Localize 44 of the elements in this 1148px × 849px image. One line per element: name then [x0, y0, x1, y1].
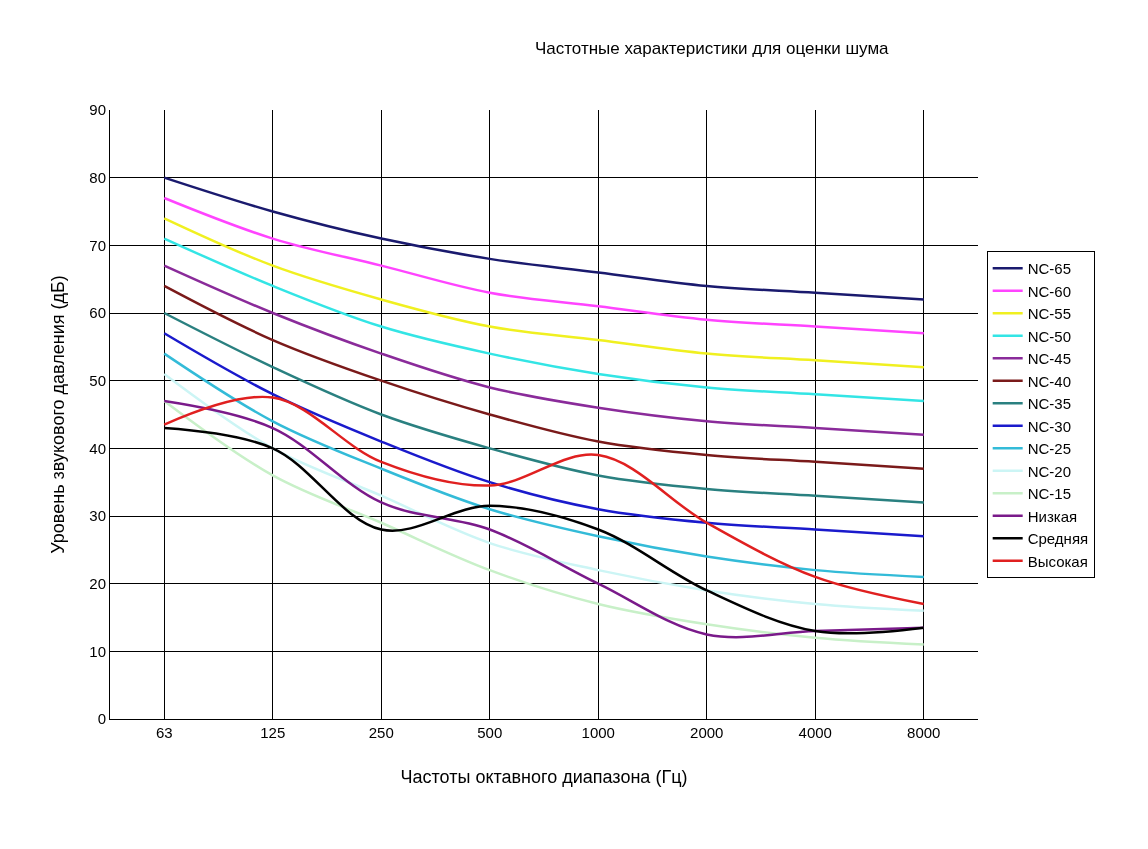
legend-label: NC-65: [1027, 260, 1072, 278]
y-tick-label: 50: [89, 371, 106, 389]
x-tick-label: 125: [260, 724, 286, 741]
x-tick-label: 63: [155, 724, 173, 741]
line-series: [163, 217, 925, 369]
x-axis-title: Частоты октавного диапазона (Гц): [400, 767, 688, 788]
legend-label: NC-30: [1027, 417, 1072, 435]
line-series: [163, 284, 925, 470]
line-series: [163, 264, 925, 437]
legend-label: NC-35: [1027, 395, 1072, 413]
y-tick-label: 80: [89, 168, 106, 186]
legend-label: NC-60: [1027, 282, 1072, 300]
y-tick-label: 10: [89, 642, 106, 660]
legend-label: Низкая: [1027, 507, 1078, 525]
y-tick-label: 20: [89, 574, 106, 592]
y-tick-label: 60: [89, 304, 106, 322]
x-tick-label: 500: [477, 724, 503, 741]
legend-label: NC-25: [1027, 440, 1072, 458]
y-tick-label: 90: [89, 101, 106, 119]
line-series: [163, 237, 925, 403]
legend-label: NC-15: [1027, 485, 1072, 503]
legend-label: Высокая: [1027, 552, 1088, 570]
y-axis-title: Уровень звукового давления (дБ): [48, 275, 68, 554]
line-series: [163, 196, 925, 335]
x-tick-label: 4000: [798, 724, 832, 741]
legend-label: Средняя: [1027, 530, 1089, 548]
x-tick-label: 8000: [907, 724, 941, 741]
x-tick-label: 1000: [581, 724, 615, 741]
legend-label: NC-45: [1027, 350, 1072, 368]
legend-label: NC-55: [1027, 305, 1072, 323]
line-series: [163, 332, 925, 538]
x-tick-label: 250: [368, 724, 394, 741]
y-tick-label: 0: [97, 710, 106, 728]
line-series: [163, 311, 925, 504]
legend-label: NC-20: [1027, 462, 1072, 480]
legend-label: NC-40: [1027, 372, 1072, 390]
y-tick-label: 30: [89, 507, 106, 525]
chart-title: Частотные характеристики для оценки шума: [534, 39, 890, 59]
legend-label: NC-50: [1027, 327, 1072, 345]
y-tick-label: 70: [89, 236, 106, 254]
x-tick-label: 2000: [690, 724, 724, 741]
line-series: [163, 352, 925, 579]
y-tick-label: 40: [89, 439, 106, 457]
line-series: [163, 176, 925, 301]
